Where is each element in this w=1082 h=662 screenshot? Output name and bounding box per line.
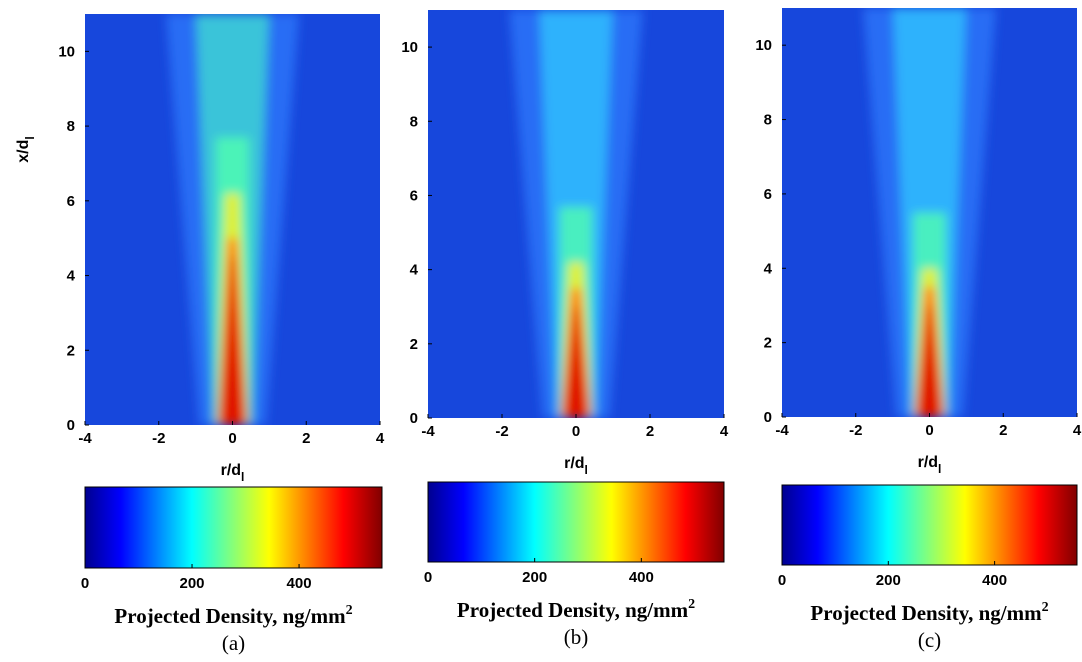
colorbar-label-sup: 2 [1042,600,1049,615]
heatmap [782,8,1077,417]
colorbar-tick-label: 400 [629,569,654,586]
y-tick-label: 10 [58,43,75,60]
x-tick-label: 4 [376,430,385,447]
plume [166,14,299,425]
colorbar-label-text: Projected Density, ng/mm [457,598,689,622]
x-tick-label: -4 [775,422,789,439]
y-tick-label: 4 [764,260,773,277]
x-axis-label-sub: l [585,463,588,477]
colorbar-tick-label: 0 [778,572,786,589]
y-tick-label: 4 [410,262,419,279]
y-tick-label: 8 [410,113,418,130]
colorbar-label-sup: 2 [346,603,353,618]
heatmap [85,14,380,425]
caption: (a) [222,631,245,655]
colorbar-label: Projected Density, ng/mm2 [457,597,695,622]
x-tick-label: 4 [720,423,729,440]
x-axis-label-text: r/d [221,462,241,479]
y-axis-label-sub: l [23,136,37,139]
y-tick-label: 0 [67,417,75,434]
y-tick-label: 2 [410,336,418,353]
x-tick-label: 2 [999,422,1007,439]
x-tick-label: 0 [228,430,236,447]
plume-layer [562,306,590,418]
colorbar-label: Projected Density, ng/mm2 [114,603,352,628]
colorbar-tick-label: 200 [876,572,901,589]
caption: (b) [564,625,589,649]
colorbar-label-text: Projected Density, ng/mm [114,604,346,628]
colorbar-tick-label: 400 [982,572,1007,589]
x-axis-label-text: r/d [564,455,584,472]
x-tick-label: 2 [646,423,654,440]
x-axis-label: r/dl [221,462,245,484]
colorbar-label-sup: 2 [688,597,695,612]
colorbar-tick-label: 400 [287,575,312,592]
colorbar [427,481,725,563]
x-tick-label: 2 [302,430,310,447]
x-axis-label: r/dl [564,455,588,477]
colorbar-tick-label: 0 [81,575,89,592]
x-tick-label: -2 [152,430,165,447]
y-tick-label: 8 [67,118,75,135]
x-tick-label: -2 [849,422,862,439]
x-axis-label: r/dl [918,454,942,476]
colorbar [781,484,1078,566]
y-tick-label: 2 [764,335,772,352]
x-axis-label-sub: l [241,470,244,484]
y-tick-label: 4 [67,268,76,285]
plume-layer [916,305,943,417]
x-tick-label: 0 [572,423,580,440]
plume [509,10,643,418]
colorbar-tick-label: 200 [522,569,547,586]
y-tick-label: 10 [755,37,772,54]
x-tick-label: 0 [925,422,933,439]
colorbar-tick-label: 0 [424,569,432,586]
plume-layer [219,256,246,425]
y-tick-label: 6 [764,186,772,203]
y-tick-label: 0 [410,410,418,427]
colorbar-label-text: Projected Density, ng/mm [810,601,1042,625]
x-tick-label: -4 [421,423,435,440]
colorbar [84,486,383,569]
y-tick-label: 8 [764,112,772,129]
y-tick-label: 2 [67,342,75,359]
y-axis-label-text: x/d [15,140,32,163]
x-tick-label: -4 [78,430,92,447]
y-tick-label: 0 [764,409,772,426]
y-axis-label: x/dl [15,136,37,162]
x-tick-label: 4 [1073,422,1082,439]
y-tick-label: 6 [67,193,75,210]
y-tick-label: 6 [410,187,418,204]
x-axis-label-sub: l [938,462,941,476]
colorbar-tick-label: 200 [180,575,205,592]
colorbar-label: Projected Density, ng/mm2 [810,600,1048,625]
caption: (c) [918,628,941,652]
plume [863,8,996,417]
x-axis-label-text: r/d [918,454,938,471]
x-tick-label: -2 [495,423,508,440]
y-tick-label: 10 [401,39,418,56]
heatmap [428,10,724,418]
